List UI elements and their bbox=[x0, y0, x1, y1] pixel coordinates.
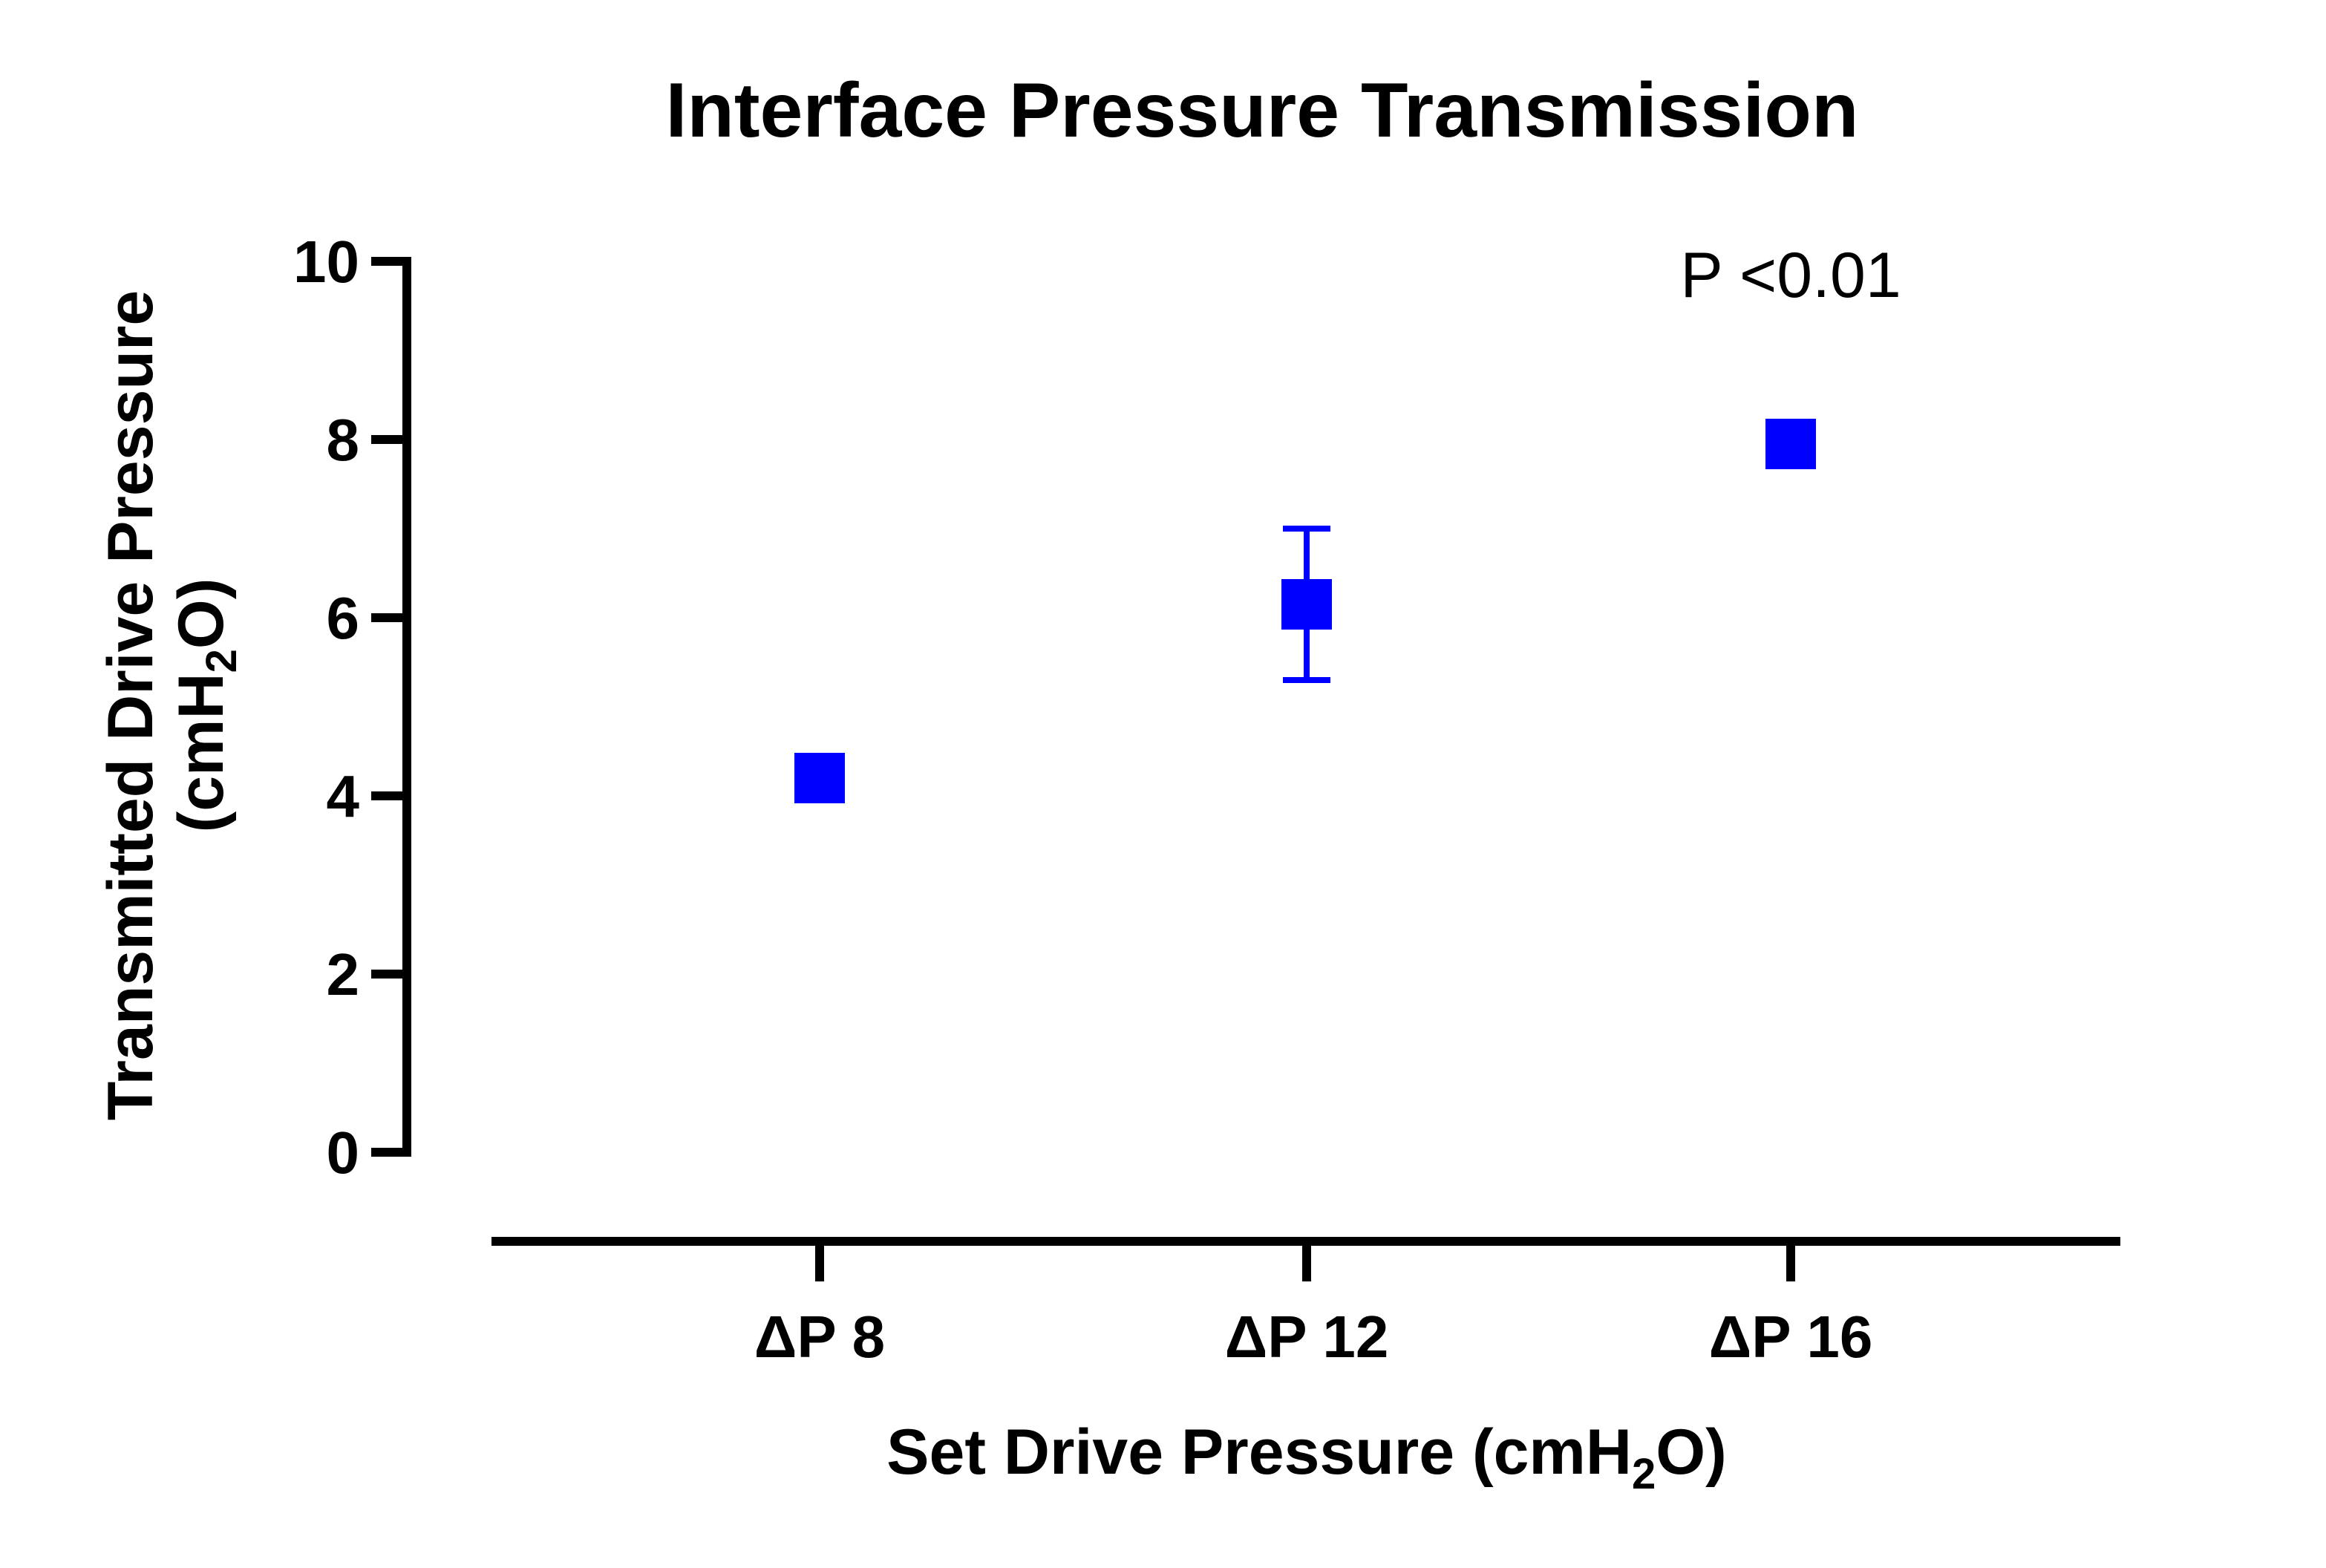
y-axis-label: Transmitted Drive Pressure (cmH2O) bbox=[95, 290, 246, 1121]
data-point bbox=[1765, 419, 1816, 469]
chart-title: Interface Pressure Transmission bbox=[666, 68, 1859, 154]
x-axis-label-main: Set Drive Pressure (cmH bbox=[886, 1417, 1632, 1488]
x-tick-label: ΔP 12 bbox=[1225, 1304, 1389, 1370]
x-axis-label: Set Drive Pressure (cmH2O) bbox=[886, 1417, 1727, 1498]
x-tick-label: ΔP 16 bbox=[1709, 1304, 1873, 1370]
x-axis-label-tail: O) bbox=[1656, 1417, 1727, 1488]
y-axis-label-line2-sub: 2 bbox=[197, 649, 246, 673]
y-axis-label-line2-main: (cmH bbox=[166, 673, 237, 832]
y-tick-label: 10 bbox=[293, 229, 359, 295]
y-axis-label-line2-tail: O) bbox=[166, 578, 237, 650]
y-tick-label: 0 bbox=[327, 1120, 360, 1186]
data-point bbox=[794, 753, 845, 803]
y-axis-label-line1: Transmitted Drive Pressure bbox=[95, 290, 166, 1121]
x-tick-label: ΔP 8 bbox=[754, 1304, 885, 1370]
y-tick-label: 4 bbox=[327, 763, 360, 829]
axes: 0 2 4 6 8 10 ΔP 8 ΔP 12 ΔP 16 bbox=[293, 229, 2120, 1370]
p-value-annotation: P <0.01 bbox=[1680, 240, 1901, 311]
y-axis-label-line2: (cmH2O) bbox=[166, 578, 246, 833]
data-point bbox=[1281, 579, 1332, 630]
data-marks bbox=[794, 419, 1816, 803]
y-tick-label: 6 bbox=[327, 585, 360, 651]
y-tick-label: 8 bbox=[327, 407, 360, 473]
x-axis-label-sub: 2 bbox=[1632, 1450, 1656, 1498]
y-tick-label: 2 bbox=[327, 941, 360, 1007]
